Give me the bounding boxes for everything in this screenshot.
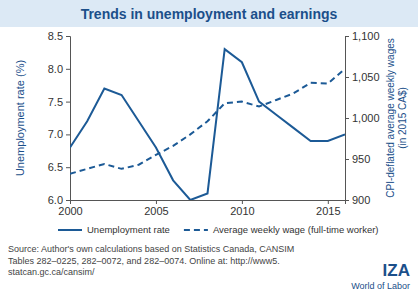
legend: Unemployment rate Average weekly wage (fu… xyxy=(58,224,379,235)
tick: 7.5 xyxy=(48,96,70,108)
tick-label: 7.5 xyxy=(48,96,63,108)
source-note: Tables 282–0225, 282–0072, and 282–0074.… xyxy=(8,256,280,266)
legend-label: Average weekly wage (full-time worker) xyxy=(213,224,379,235)
publisher-name: IZA xyxy=(383,261,410,280)
tick-mark xyxy=(156,200,157,204)
tick-label: 8.5 xyxy=(48,30,63,42)
tick: 6.5 xyxy=(48,161,70,173)
tick-label: 900 xyxy=(352,194,370,206)
tick-mark xyxy=(66,167,70,168)
y-axis-title: Unemployment rate (%) xyxy=(14,60,26,176)
plot-area xyxy=(70,49,345,200)
tick-mark xyxy=(66,69,70,70)
tick-label: 8.0 xyxy=(48,63,63,75)
tick: 1,100 xyxy=(345,30,380,42)
tick-mark xyxy=(66,134,70,135)
x-axis: 2000 2005 2010 2015 xyxy=(58,200,345,217)
series-line xyxy=(70,49,345,200)
axis-line xyxy=(346,37,350,201)
publisher-subtitle: World of Labor xyxy=(351,281,410,291)
tick: 2005 xyxy=(144,200,168,217)
chart: Trends in unemployment and earnings20002… xyxy=(0,0,418,297)
source-note: Source: Author's own calculations based … xyxy=(8,244,294,254)
legend-label: Unemployment rate xyxy=(87,224,170,235)
tick-mark xyxy=(345,36,349,37)
tick-mark xyxy=(242,200,243,204)
tick-mark xyxy=(345,118,349,119)
header-band xyxy=(0,0,418,27)
tick-label: 950 xyxy=(352,153,370,165)
tick: 900 xyxy=(345,194,370,206)
tick-mark xyxy=(345,159,349,160)
tick-label: 2005 xyxy=(144,205,168,217)
axis-line xyxy=(71,201,346,205)
tick: 950 xyxy=(345,153,370,165)
tick-label: 2010 xyxy=(230,205,254,217)
tick-label: 2000 xyxy=(58,205,82,217)
legend-swatch xyxy=(58,229,82,231)
tick-label: 1,050 xyxy=(352,71,380,83)
tick-mark xyxy=(66,36,70,37)
axis-line xyxy=(66,37,71,201)
legend-swatch xyxy=(184,229,208,231)
tick-label: 1,100 xyxy=(352,30,380,42)
source-note: statcan.gc.ca/cansim/ xyxy=(8,267,95,277)
tick-mark xyxy=(345,77,349,78)
tick-label: 1,000 xyxy=(352,112,380,124)
tick-mark xyxy=(66,200,70,201)
tick-mark xyxy=(328,200,329,204)
y2-axis-title: (in 2015 CA$) xyxy=(397,87,408,149)
tick-mark xyxy=(345,200,349,201)
title: Trends in unemployment and earnings xyxy=(81,6,338,22)
series-line xyxy=(70,69,345,174)
tick: 8.5 xyxy=(48,30,70,42)
tick: 1,000 xyxy=(345,112,380,124)
tick-label: 6.0 xyxy=(48,194,63,206)
tick-mark xyxy=(66,102,70,103)
tick: 8.0 xyxy=(48,63,70,75)
y2-axis: 900 950 1,000 1,050 1,100 xyxy=(345,30,380,206)
tick-label: 2015 xyxy=(316,205,340,217)
tick: 2010 xyxy=(230,200,254,217)
tick-label: 6.5 xyxy=(48,161,63,173)
tick: 2015 xyxy=(316,200,340,217)
tick: 7.0 xyxy=(48,128,70,140)
y2-axis-title: CPI-deflated average weekly wages xyxy=(385,38,396,198)
y-axis: 6.0 6.5 7.0 7.5 8.0 8.5 xyxy=(48,30,71,206)
tick: 6.0 xyxy=(48,194,70,206)
tick-label: 7.0 xyxy=(48,128,63,140)
tick: 1,050 xyxy=(345,71,380,83)
